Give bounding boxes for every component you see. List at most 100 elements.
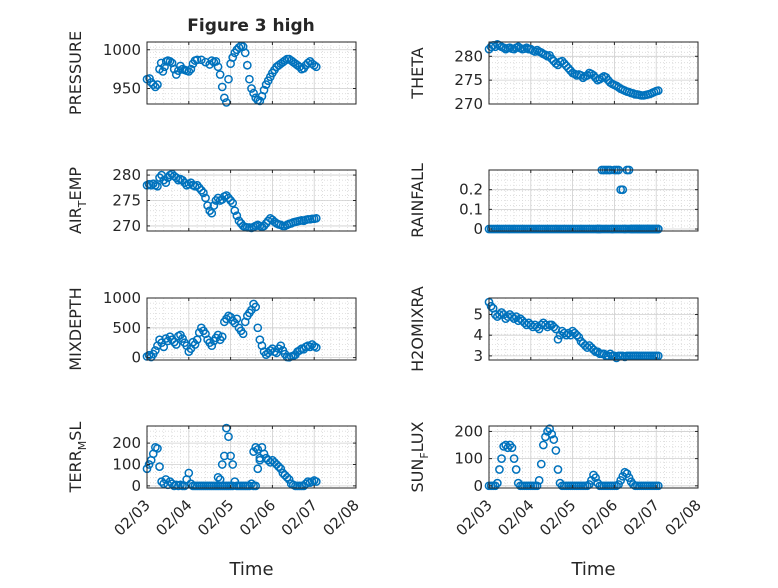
y-axis-label: RAINFALL [408, 163, 427, 238]
data-point [553, 465, 563, 474]
y-axis-label: AIRTEMP [66, 167, 89, 234]
data-point [249, 447, 258, 457]
data-point [532, 481, 542, 491]
y-tick-label: 1000 [103, 41, 141, 59]
x-axis-label: Time [570, 559, 615, 580]
y-tick-label: 1000 [103, 289, 141, 307]
data-point [163, 336, 173, 346]
y-tick-label: 280 [454, 47, 483, 65]
y-tick-label: 270 [454, 95, 483, 113]
y-tick-label: 275 [112, 192, 141, 210]
data-point [551, 446, 561, 455]
data-point [201, 193, 210, 203]
axes-box [488, 425, 699, 489]
data-point [161, 475, 171, 484]
subplot-theta: 270 275 280 THETA [408, 40, 699, 113]
data-point [232, 314, 242, 324]
data-point [245, 74, 254, 84]
data-point [222, 191, 231, 200]
data-point [653, 351, 663, 361]
data-point [213, 472, 223, 482]
data-point [507, 443, 517, 453]
data-point [509, 454, 519, 463]
y-tick-label: 0 [131, 349, 141, 367]
data-point [564, 328, 573, 338]
data-point [311, 477, 321, 486]
data-point [536, 48, 546, 57]
data-point [230, 206, 240, 216]
data-point [238, 329, 248, 339]
y-tick-label: 200 [112, 434, 141, 452]
data-point [222, 98, 231, 107]
data-point [305, 342, 315, 352]
data-point [543, 322, 552, 332]
data-point [284, 475, 294, 484]
data-point [232, 211, 242, 221]
data-point [295, 346, 304, 355]
subplot-pressure: 950 1000 PRESSURE [66, 31, 357, 115]
subplot-mixdepth: 0 500 1000 MIXDEPTH [66, 287, 357, 371]
data-point [194, 328, 204, 337]
data-point [495, 310, 504, 319]
data-point [311, 213, 321, 223]
subplot-terr_msl: 0 100 200 TERRMSL 02/0302/0402/0502/0602/070… [66, 422, 363, 580]
x-tick-label: 02/03 [453, 496, 496, 539]
data-point [261, 219, 271, 228]
data-point [209, 201, 219, 210]
data-point [251, 302, 261, 312]
data-point [205, 206, 215, 216]
data-point [497, 454, 506, 463]
y-axis-label: TERRMSL [66, 422, 89, 494]
data-point [194, 183, 204, 193]
data-point [199, 188, 208, 198]
figure-title: Figure 3 high [187, 16, 315, 36]
data-point [249, 88, 258, 98]
data-point [526, 44, 536, 54]
data-point [228, 481, 238, 491]
data-point [541, 50, 550, 60]
x-tick-label: 02/04 [152, 496, 195, 539]
data-point [566, 330, 575, 340]
data-point [274, 462, 284, 471]
data-point [224, 193, 233, 203]
data-point [228, 316, 238, 326]
y-tick-label: 0 [473, 220, 483, 238]
data-point [180, 178, 189, 188]
data-point [603, 351, 613, 361]
data-point [247, 84, 256, 93]
data-point [144, 350, 154, 360]
data-point [259, 85, 269, 95]
data-point [161, 334, 171, 343]
x-tick-label: 02/07 [620, 496, 663, 539]
data-point [495, 465, 504, 474]
axes-box [488, 169, 699, 232]
y-tick-label: 0.1 [459, 200, 483, 218]
data-point [207, 56, 217, 65]
y-axis-label: PRESSURE [66, 31, 85, 115]
subplot-air_temp: 270 275 280 AIRTEMP [66, 166, 357, 235]
x-tick-label: 02/04 [494, 496, 537, 539]
data-point [259, 221, 269, 231]
axes-box [146, 425, 357, 489]
data-point [174, 66, 183, 76]
axes-box [146, 297, 357, 361]
data-point [190, 340, 200, 349]
x-axis-label: Time [228, 559, 273, 580]
data-point [213, 330, 223, 340]
data-point [253, 445, 263, 454]
data-point [207, 208, 217, 218]
data-point [276, 341, 286, 351]
data-point [228, 460, 238, 469]
data-point [224, 74, 233, 84]
y-tick-label: 0 [131, 477, 141, 495]
data-point [184, 468, 194, 478]
data-point [178, 334, 187, 343]
data-point [153, 181, 162, 191]
data-point [217, 82, 227, 92]
x-tick-label: 02/06 [578, 496, 621, 539]
data-point [653, 481, 663, 491]
y-axis-label: H2OMIXRA [408, 286, 427, 372]
y-tick-label: 280 [112, 166, 141, 184]
data-point [207, 341, 217, 351]
